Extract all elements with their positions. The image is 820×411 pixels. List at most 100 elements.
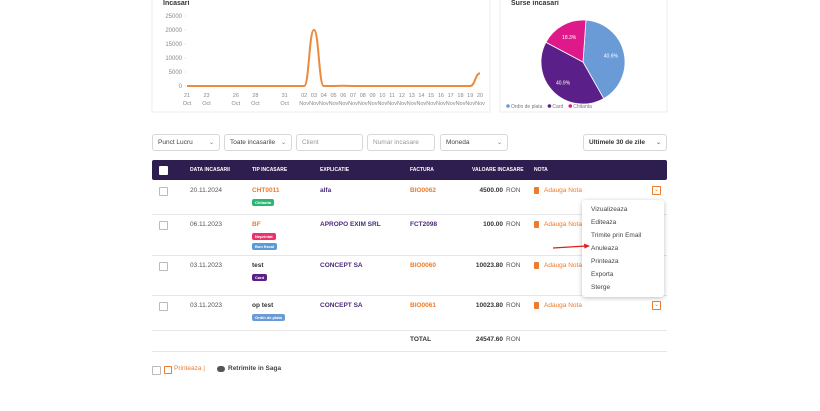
filter-field[interactable]: Toate incasarile ⌄ xyxy=(224,134,292,151)
invoice[interactable]: BIO0060 xyxy=(410,262,437,269)
filter-field[interactable]: Client xyxy=(296,134,363,151)
menu-item[interactable]: Trimite prin Email xyxy=(591,232,642,239)
x-tick-day: 12 xyxy=(399,93,405,99)
currency: RON xyxy=(506,302,521,309)
date: 03.11.2023 xyxy=(190,302,223,309)
currency: RON xyxy=(506,187,521,194)
x-tick-month: Oct xyxy=(183,101,192,107)
legend-label: Card xyxy=(552,104,563,110)
x-tick-month: Oct xyxy=(202,101,211,107)
x-tick-day: 06 xyxy=(340,93,346,99)
print-link[interactable]: Printeaza | xyxy=(174,365,205,372)
amount: 100.00 xyxy=(483,221,503,228)
x-tick-month: Oct xyxy=(232,101,241,107)
explanation: CONCEPT SA xyxy=(320,262,363,269)
x-tick-month: Nov xyxy=(329,101,339,107)
x-tick-day: 21 xyxy=(184,93,190,99)
x-tick-day: 15 xyxy=(428,93,434,99)
x-tick-day: 14 xyxy=(418,93,424,99)
currency: RON xyxy=(506,221,521,228)
x-tick-day: 31 xyxy=(282,93,288,99)
legend-dot xyxy=(547,104,552,108)
add-note[interactable]: Adauga Nota xyxy=(544,262,582,269)
x-tick-month: Nov xyxy=(475,101,485,107)
row-divider xyxy=(152,214,667,215)
x-tick-day: 16 xyxy=(438,93,444,99)
table-bottom xyxy=(152,351,667,352)
menu-item[interactable]: Editeaza xyxy=(591,219,617,226)
row-checkbox[interactable] xyxy=(159,302,168,311)
pie-label: 40.6% xyxy=(604,54,619,60)
x-tick-day: 17 xyxy=(448,93,454,99)
column-header: FACTURA xyxy=(410,167,434,173)
total: 24547.60 xyxy=(475,336,503,343)
x-tick-month: Nov xyxy=(446,101,456,107)
actions-menu: Vizualizeaza Editeaza Trimite prin Email An… xyxy=(582,200,664,297)
actions-toggle[interactable]: ⌄ xyxy=(652,186,661,195)
invoice[interactable]: FCT2098 xyxy=(410,221,438,228)
type[interactable]: BF xyxy=(252,221,261,228)
row-divider xyxy=(152,295,667,296)
badge: Neprintat xyxy=(252,233,276,240)
legend-label: Ordin de plata xyxy=(511,104,543,110)
x-tick-day: 11 xyxy=(389,93,395,99)
x-tick-day: 07 xyxy=(350,93,356,99)
x-tick-day: 05 xyxy=(330,93,336,99)
add-note[interactable]: Adauga Nota xyxy=(544,221,582,228)
type: op test xyxy=(252,302,274,309)
resend-link[interactable]: Retrimite in Saga xyxy=(228,365,282,372)
x-tick-day: 20 xyxy=(477,93,483,99)
x-tick-month: Nov xyxy=(417,101,427,107)
row-divider xyxy=(152,330,667,331)
currency: RON xyxy=(506,262,521,269)
footer-checkbox[interactable] xyxy=(152,366,161,375)
y-tick-label: 25000 xyxy=(165,14,182,20)
menu-item[interactable]: Vizualizeaza xyxy=(591,206,628,213)
note-icon xyxy=(534,302,539,309)
row-checkbox[interactable] xyxy=(159,262,168,271)
legend-label: Chitanta xyxy=(573,104,592,110)
menu-item[interactable]: Anuleaza xyxy=(591,245,619,252)
pie-slice xyxy=(545,19,587,63)
filter-field[interactable]: Numar incasare xyxy=(367,134,435,151)
line-card xyxy=(151,0,491,113)
invoice[interactable]: BIO0062 xyxy=(410,187,437,194)
filter-field[interactable]: Moneda ⌄ xyxy=(440,134,508,151)
pie-slice xyxy=(582,19,626,100)
invoice[interactable]: BIO0061 xyxy=(410,302,437,309)
add-note[interactable]: Adauga Nota xyxy=(544,187,582,194)
select-caret: ⌄ xyxy=(208,140,214,146)
explanation: alfa xyxy=(320,187,332,194)
row-checkbox[interactable] xyxy=(159,221,168,230)
period-select[interactable]: Ultimele 30 de zile ⌄ xyxy=(583,134,667,151)
column-header: TIP INCASARE xyxy=(252,167,288,173)
legend-dot xyxy=(568,104,573,108)
add-note[interactable]: Adauga Nota xyxy=(544,302,582,309)
y-tick-label: 20000 xyxy=(165,28,182,34)
x-tick-day: 19 xyxy=(467,93,473,99)
filter-field[interactable]: Punct Lucru ⌄ xyxy=(152,134,220,151)
x-tick-month: Nov xyxy=(436,101,446,107)
select-all[interactable] xyxy=(159,166,168,175)
row-divider xyxy=(152,255,667,256)
type[interactable]: CHT0011 xyxy=(252,187,280,194)
x-tick-month: Nov xyxy=(465,101,475,107)
legend-dot xyxy=(506,104,510,108)
x-tick-month: Nov xyxy=(426,101,436,107)
line-series xyxy=(186,28,481,88)
x-tick-month: Nov xyxy=(348,101,358,107)
x-tick-day: 18 xyxy=(457,93,463,99)
date: 03.11.2023 xyxy=(190,262,223,269)
select-caret: ⌄ xyxy=(280,140,286,146)
row-checkbox[interactable] xyxy=(159,187,168,196)
actions-toggle[interactable]: ⌄ xyxy=(652,301,661,310)
menu-item[interactable]: Printeaza xyxy=(591,258,619,265)
badge: Chitanta xyxy=(252,199,274,206)
pie-card xyxy=(499,0,668,113)
pie-label: 18.3% xyxy=(562,35,577,41)
x-tick-day: 28 xyxy=(252,93,258,99)
menu-item[interactable]: Exporta xyxy=(591,271,614,278)
explanation: CONCEPT SA xyxy=(320,302,363,309)
menu-item[interactable]: Sterge xyxy=(591,284,611,291)
